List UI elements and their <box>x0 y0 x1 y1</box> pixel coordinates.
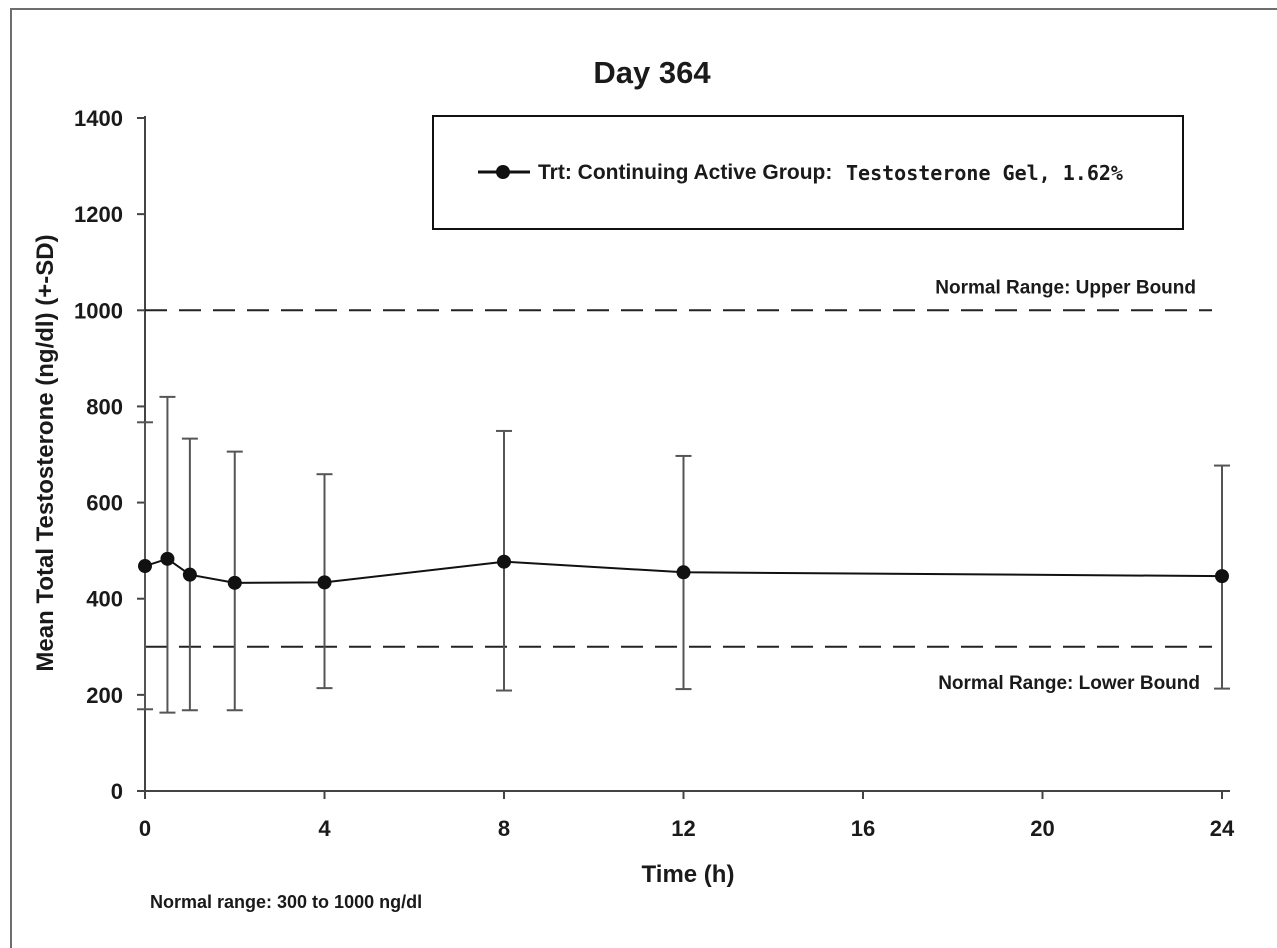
y-axis-ticks: 0 200 400 600 800 1000 1200 1400 <box>74 106 145 804</box>
upper-bound-label: Normal Range: Upper Bound <box>935 277 1196 298</box>
data-points <box>138 551 1229 590</box>
error-bars <box>137 395 1230 714</box>
x-tick-label: 24 <box>1210 816 1235 841</box>
y-tick-label: 400 <box>86 587 123 612</box>
data-point <box>138 559 152 574</box>
x-tick-label: 8 <box>498 816 510 841</box>
data-point <box>182 567 197 582</box>
y-tick-label: 1200 <box>74 202 123 227</box>
data-point <box>317 575 332 590</box>
y-tick-label: 1400 <box>74 106 123 131</box>
footnote: Normal range: 300 to 1000 ng/dl <box>150 892 422 912</box>
y-tick-label: 1000 <box>74 298 123 323</box>
y-tick-label: 200 <box>86 683 123 708</box>
data-point <box>160 551 175 566</box>
x-tick-label: 4 <box>318 816 331 841</box>
legend-label: Trt: Continuing Active Group: <box>538 161 832 184</box>
data-point <box>1215 569 1229 584</box>
legend-label-suffix: Testosterone Gel, 1.62% <box>846 161 1123 185</box>
y-tick-label: 800 <box>86 394 123 419</box>
x-tick-label: 16 <box>851 816 875 841</box>
data-point <box>676 565 691 580</box>
x-tick-label: 12 <box>671 816 695 841</box>
x-axis-label: Time (h) <box>642 861 735 888</box>
data-point <box>227 575 242 590</box>
y-tick-label: 0 <box>111 779 123 804</box>
legend-marker-swatch <box>496 165 510 179</box>
x-axis-ticks: 0 4 8 12 16 20 24 <box>139 791 1235 841</box>
y-tick-label: 600 <box>86 491 123 516</box>
x-tick-label: 0 <box>139 816 151 841</box>
y-axis-label: Mean Total Testosterone (ng/dl) (+-SD) <box>32 234 59 671</box>
lower-bound-label: Normal Range: Lower Bound <box>938 673 1200 694</box>
legend-box <box>432 115 1184 230</box>
x-tick-label: 20 <box>1030 816 1054 841</box>
data-point <box>497 554 511 569</box>
chart-title: Day 364 <box>593 55 711 90</box>
